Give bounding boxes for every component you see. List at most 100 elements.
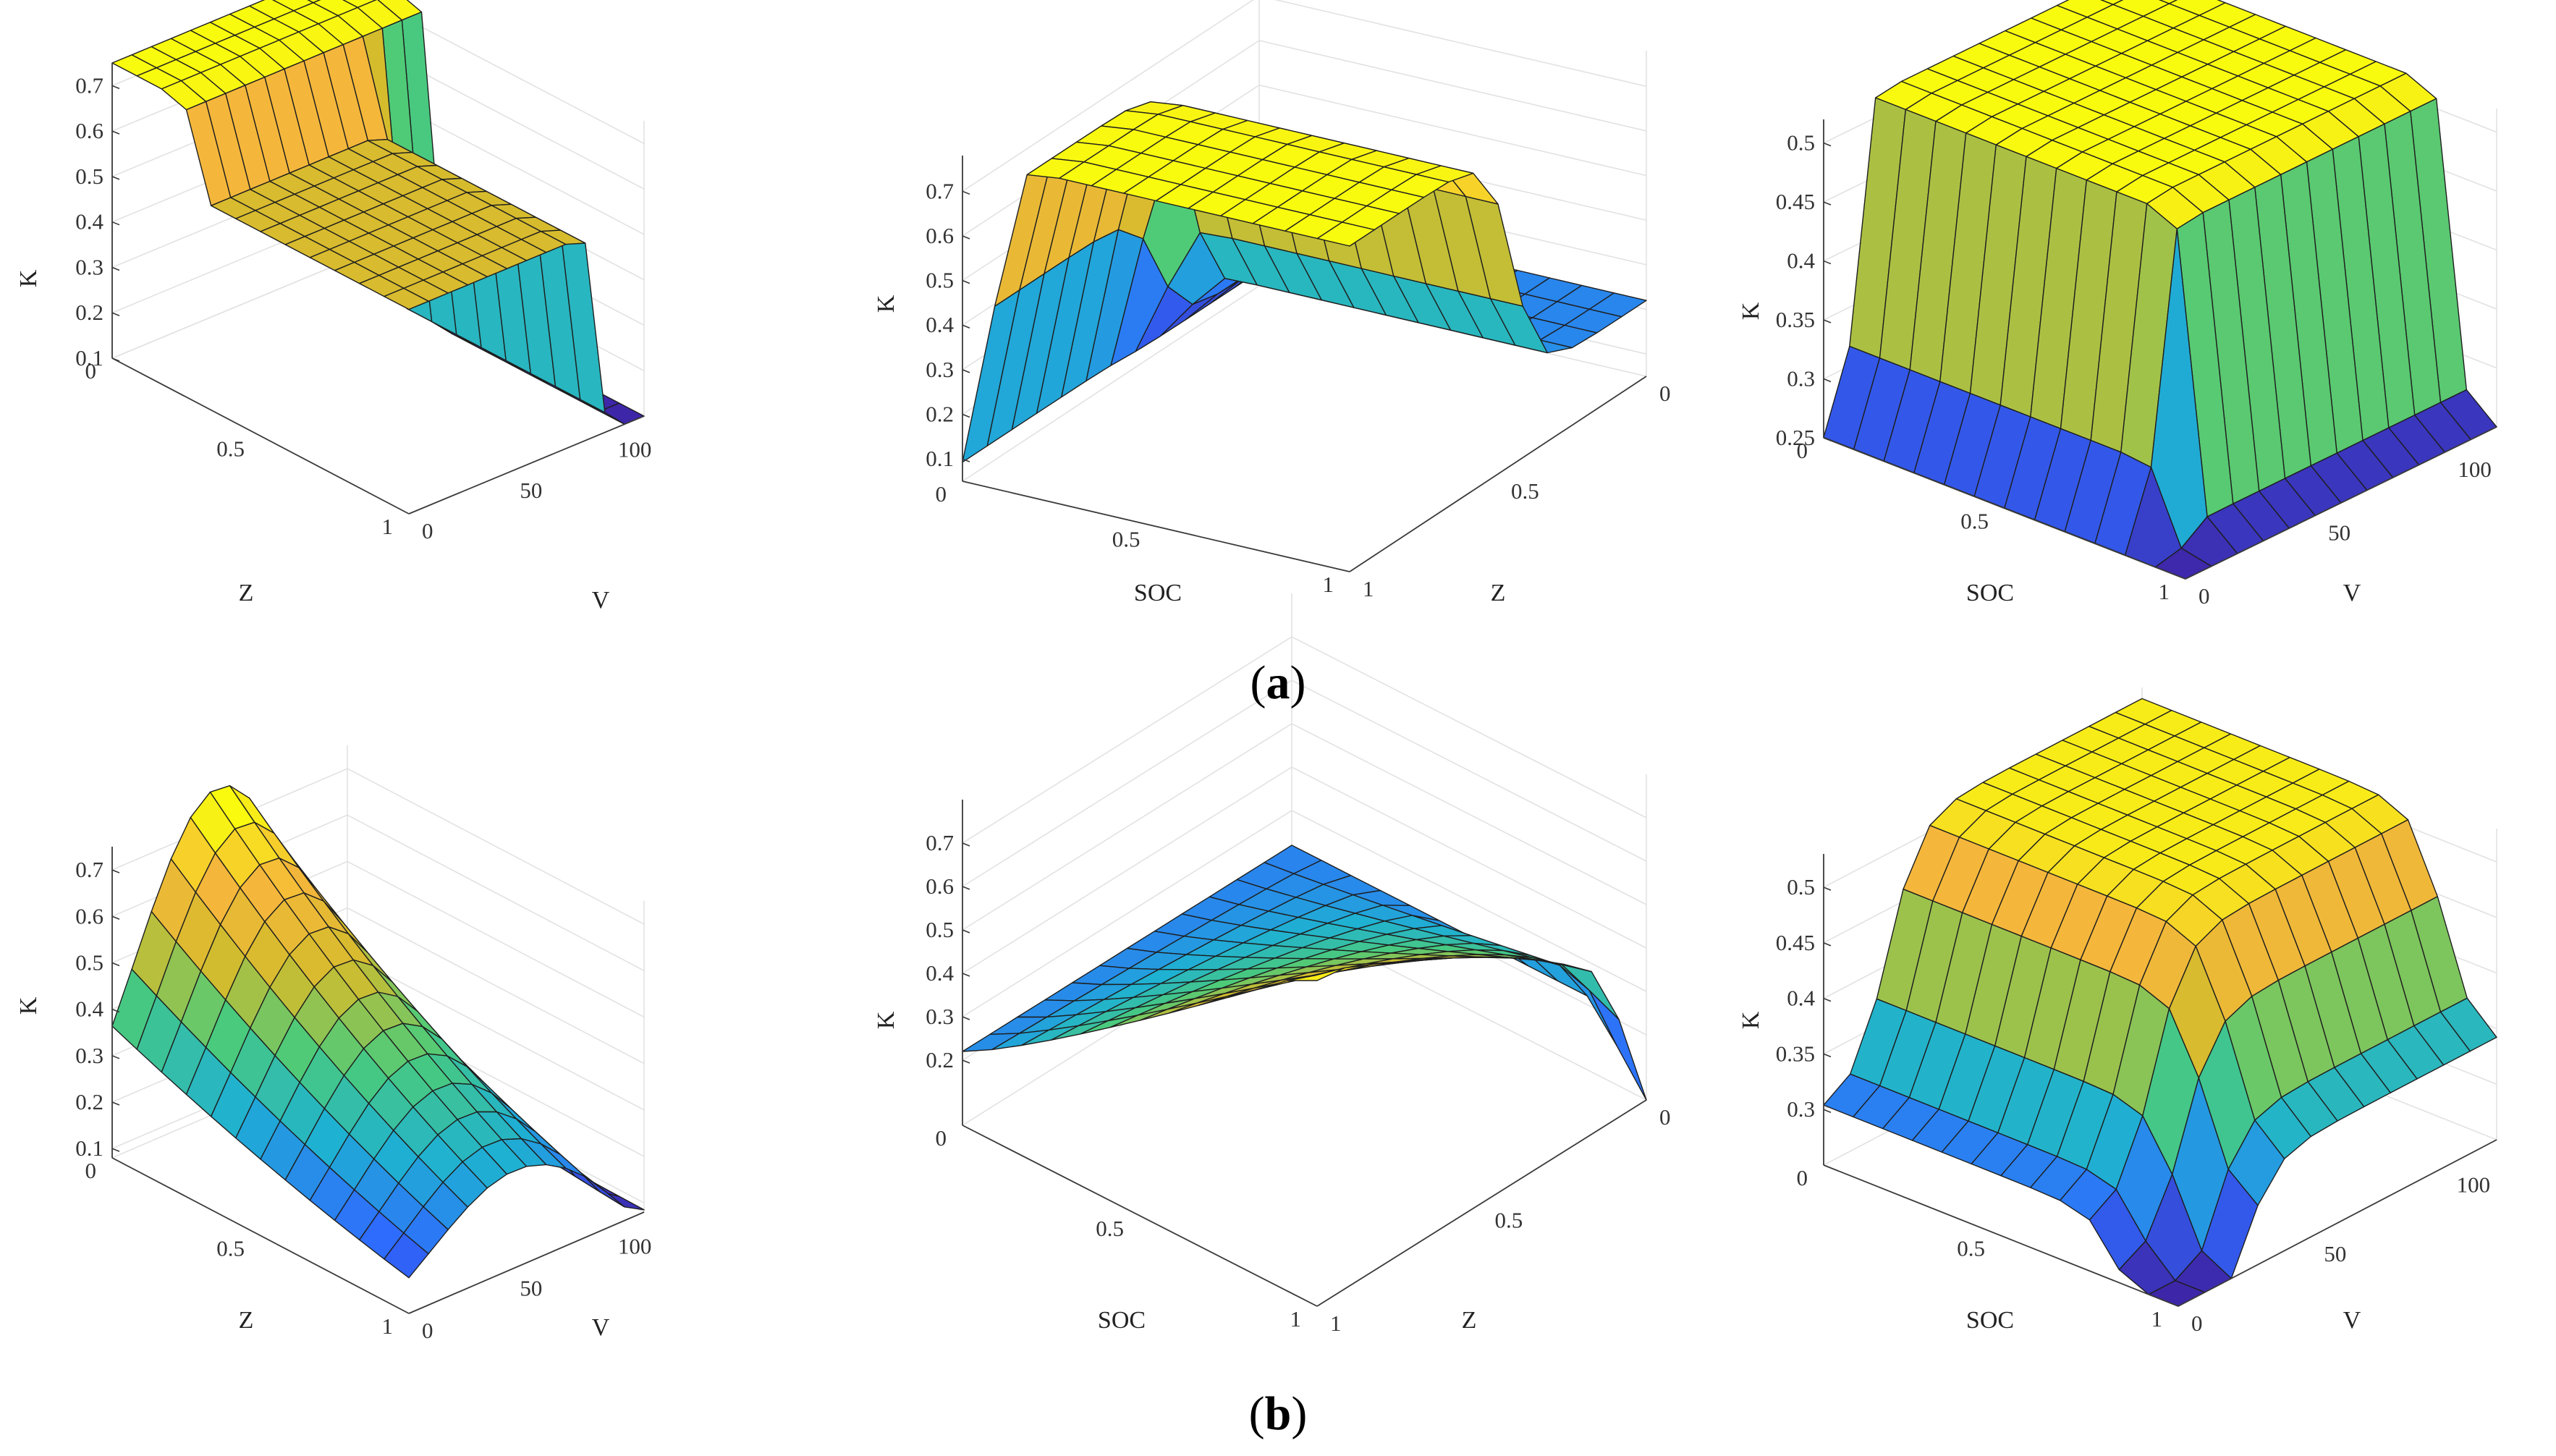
x-tick-label: 1 — [1323, 572, 1334, 597]
panel-a3: 0.25 0.3 0.35 0.4 0.45 0.5 0 0.5 1 0 50 100 K SOC V — [1738, 0, 2497, 609]
axes-a3: 0.25 0.3 0.35 0.4 0.45 0.5 0 0.5 1 0 50 100 K SOC V — [1738, 119, 2497, 609]
x-tick-label: 0 — [85, 1158, 97, 1183]
y-tick-label: 100 — [618, 437, 652, 462]
y-tick-label: 50 — [2324, 1241, 2346, 1266]
surface-a1 — [111, 0, 645, 425]
x-axis-label: Z — [239, 1307, 254, 1334]
z-tick-label: 0.4 — [1787, 986, 1815, 1011]
z-tick-label: 0.1 — [75, 345, 103, 371]
y-tick-label: 0 — [1659, 1104, 1671, 1130]
y-tick-label: 0 — [422, 1318, 433, 1343]
surface-face — [384, 1232, 429, 1279]
z-tick-label: 0.6 — [75, 118, 103, 143]
y-tick-label: 50 — [520, 478, 542, 503]
row-label-b: (b) — [1249, 1387, 1308, 1440]
z-axis-label: K — [1738, 302, 1764, 320]
y-tick-label: 50 — [2328, 520, 2350, 546]
y-tick-label: 50 — [520, 1276, 542, 1301]
x-tick-label: 0 — [85, 358, 97, 384]
x-tick-label: 1 — [382, 514, 394, 539]
x-tick-label: 0 — [1797, 1165, 1808, 1190]
y-tick-label: 100 — [2457, 1172, 2491, 1197]
x-tick-label: 0 — [1797, 438, 1808, 463]
x-tick-label: 1 — [2159, 579, 2170, 604]
panel-b3: 0.3 0.35 0.4 0.45 0.5 0 0.5 1 0 50 100 K SOC V — [1738, 687, 2497, 1336]
z-tick-label: 0.2 — [926, 402, 954, 427]
panel-a1: 0.1 0.2 0.3 0.4 0.5 0.6 0.7 0 0.5 1 0 50 100 K Z V — [15, 0, 651, 614]
x-axis-label: SOC — [1966, 1307, 2014, 1334]
surface-face — [1287, 967, 1345, 981]
y-tick-label: 0 — [2191, 1311, 2203, 1336]
z-tick-label: 0.4 — [75, 996, 103, 1022]
y-axis-label: V — [592, 1314, 610, 1341]
z-tick-label: 0.5 — [926, 917, 954, 942]
z-tick-label: 0.25 — [1776, 425, 1815, 450]
surface-face — [2158, 0, 2178, 4]
z-axis-label: K — [873, 295, 900, 313]
y-tick-label: 100 — [618, 1233, 652, 1258]
z-tick-label: 0.3 — [926, 357, 954, 382]
row-label-a: (a) — [1251, 656, 1306, 709]
z-tick-label: 0.5 — [1787, 874, 1815, 900]
surface-face — [1588, 989, 1647, 1101]
y-tick-label: 0.5 — [1495, 1208, 1523, 1233]
panel-b2: 0.2 0.3 0.4 0.5 0.6 0.7 0 0.5 1 1 0.5 0 K SOC Z — [873, 593, 1671, 1336]
axes-b1: 0.1 0.2 0.3 0.4 0.5 0.6 0.7 0 0.5 1 0 50 100 K Z V — [15, 847, 651, 1343]
z-tick-label: 0.1 — [926, 446, 954, 471]
z-axis-label: K — [15, 996, 42, 1015]
z-tick-label: 0.35 — [1776, 1041, 1815, 1066]
x-axis-label: SOC — [1098, 1307, 1146, 1334]
z-tick-label: 0.45 — [1776, 930, 1815, 955]
x-tick-label: 0.5 — [1960, 509, 1989, 534]
panel-b1: 0.1 0.2 0.3 0.4 0.5 0.6 0.7 0 0.5 1 0 50 100 K Z V — [15, 745, 651, 1343]
axes-b2: 0.2 0.3 0.4 0.5 0.6 0.7 0 0.5 1 1 0.5 0 K SOC Z — [873, 800, 1671, 1336]
x-tick-label: 0 — [936, 1125, 947, 1151]
x-tick-label: 0.5 — [1112, 527, 1141, 552]
axes-a2: 0.1 0.2 0.3 0.4 0.5 0.6 0.7 0 0.5 1 1 0.5 0 K SOC Z — [873, 156, 1671, 606]
z-tick-label: 0.45 — [1776, 189, 1815, 214]
z-tick-label: 0.5 — [1787, 130, 1815, 156]
surface-b2 — [962, 845, 1647, 1101]
surface-face — [384, 287, 429, 310]
y-axis-label: Z — [1491, 580, 1506, 606]
surface-b3 — [1823, 698, 2497, 1307]
z-tick-label: 0.6 — [926, 873, 954, 899]
y-axis-label: V — [2343, 1307, 2361, 1334]
z-tick-label: 0.2 — [926, 1047, 954, 1072]
z-tick-label: 0.4 — [75, 209, 103, 234]
z-tick-label: 0.7 — [75, 72, 103, 98]
z-axis-label: K — [873, 1011, 900, 1029]
x-axis-label: SOC — [1134, 580, 1182, 606]
surface-a3 — [1823, 0, 2497, 580]
z-tick-label: 0.4 — [926, 960, 954, 986]
x-tick-label: 0.5 — [216, 436, 245, 462]
z-tick-label: 0.6 — [75, 903, 103, 928]
z-tick-label: 0.6 — [926, 223, 954, 248]
z-tick-label: 0.4 — [926, 312, 954, 337]
z-tick-label: 0.7 — [926, 830, 954, 855]
x-tick-label: 1 — [382, 1313, 394, 1339]
y-tick-label: 0 — [2199, 583, 2210, 609]
z-tick-label: 0.5 — [926, 268, 954, 293]
surface-a2 — [962, 101, 1647, 463]
z-tick-label: 0.35 — [1776, 307, 1815, 332]
y-tick-label: 0.5 — [1511, 478, 1539, 504]
x-tick-label: 1 — [1290, 1306, 1302, 1332]
y-axis-label: Z — [1462, 1307, 1477, 1334]
y-axis-label: V — [2343, 580, 2361, 606]
x-tick-label: 0.5 — [1096, 1216, 1124, 1241]
axes-b3: 0.3 0.35 0.4 0.45 0.5 0 0.5 1 0 50 100 K SOC V — [1738, 854, 2497, 1336]
surface-b1 — [111, 784, 645, 1279]
z-tick-label: 0.3 — [75, 1043, 103, 1068]
z-tick-label: 0.4 — [1787, 248, 1815, 274]
z-tick-label: 0.2 — [75, 1089, 103, 1114]
z-tick-label: 0.7 — [926, 178, 954, 203]
x-axis-label: SOC — [1966, 580, 2014, 606]
y-axis-label: V — [592, 587, 610, 614]
z-axis-label: K — [15, 269, 42, 287]
z-axis-label: K — [1738, 1011, 1764, 1029]
x-axis-label: Z — [239, 580, 254, 606]
z-tick-label: 0.2 — [75, 300, 103, 325]
x-tick-label: 0.5 — [1957, 1236, 1985, 1261]
z-tick-label: 0.5 — [75, 949, 103, 975]
